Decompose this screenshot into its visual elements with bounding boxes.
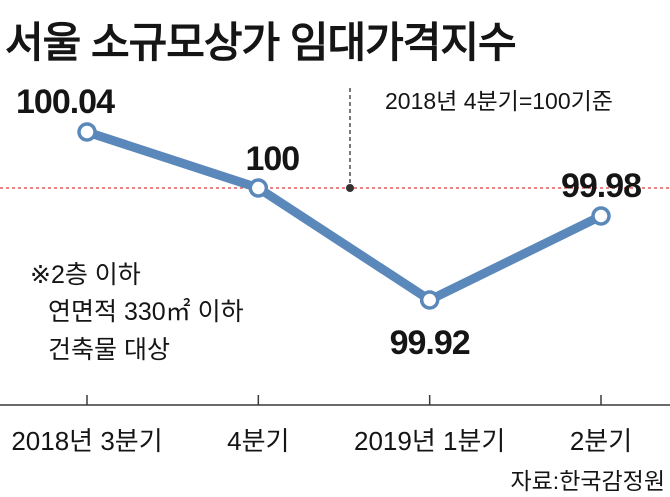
note-line-target: 건축물 대상 (48, 336, 170, 364)
series-line (82, 127, 606, 305)
data-label-2018-3q: 100.04 (16, 83, 115, 121)
chart-notes: ※2층 이하 연면적 330㎡ 이하 건축물 대상 (30, 261, 244, 364)
data-label-2019-2q: 99.98 (561, 167, 641, 205)
data-point-2018-3q (77, 122, 97, 142)
note-line-floors: ※2층 이하 (30, 261, 141, 289)
data-points (77, 122, 611, 310)
data-point-2019-2q (591, 206, 611, 226)
data-label-2018-4q: 100 (245, 140, 299, 178)
x-axis-ticks (86, 395, 602, 405)
source-credit: 자료:한국감정원 (510, 468, 665, 494)
x-tick-label-2018-4q: 4분기 (227, 426, 289, 456)
data-labels: 100.04 100 99.92 99.98 (16, 83, 642, 362)
data-point-2019-1q (419, 290, 440, 310)
x-axis-tick-labels: 2018년 3분기 4분기 2019년 1분기 2분기 (11, 426, 632, 456)
reference-annotation-label: 2018년 4분기=100기준 (385, 88, 613, 114)
note-line-area: 연면적 330㎡ 이하 (48, 298, 244, 326)
data-label-2019-1q: 99.92 (390, 324, 470, 362)
data-point-2018-4q (248, 178, 269, 198)
x-tick-label-2019-2q: 2분기 (570, 426, 632, 456)
x-tick-label-2018-3q: 2018년 3분기 (11, 426, 162, 456)
reference-annotation-dot (346, 184, 354, 192)
chart-title: 서울 소규모상가 임대가격지수 (5, 19, 516, 66)
x-tick-label-2019-1q: 2019년 1분기 (354, 426, 505, 456)
